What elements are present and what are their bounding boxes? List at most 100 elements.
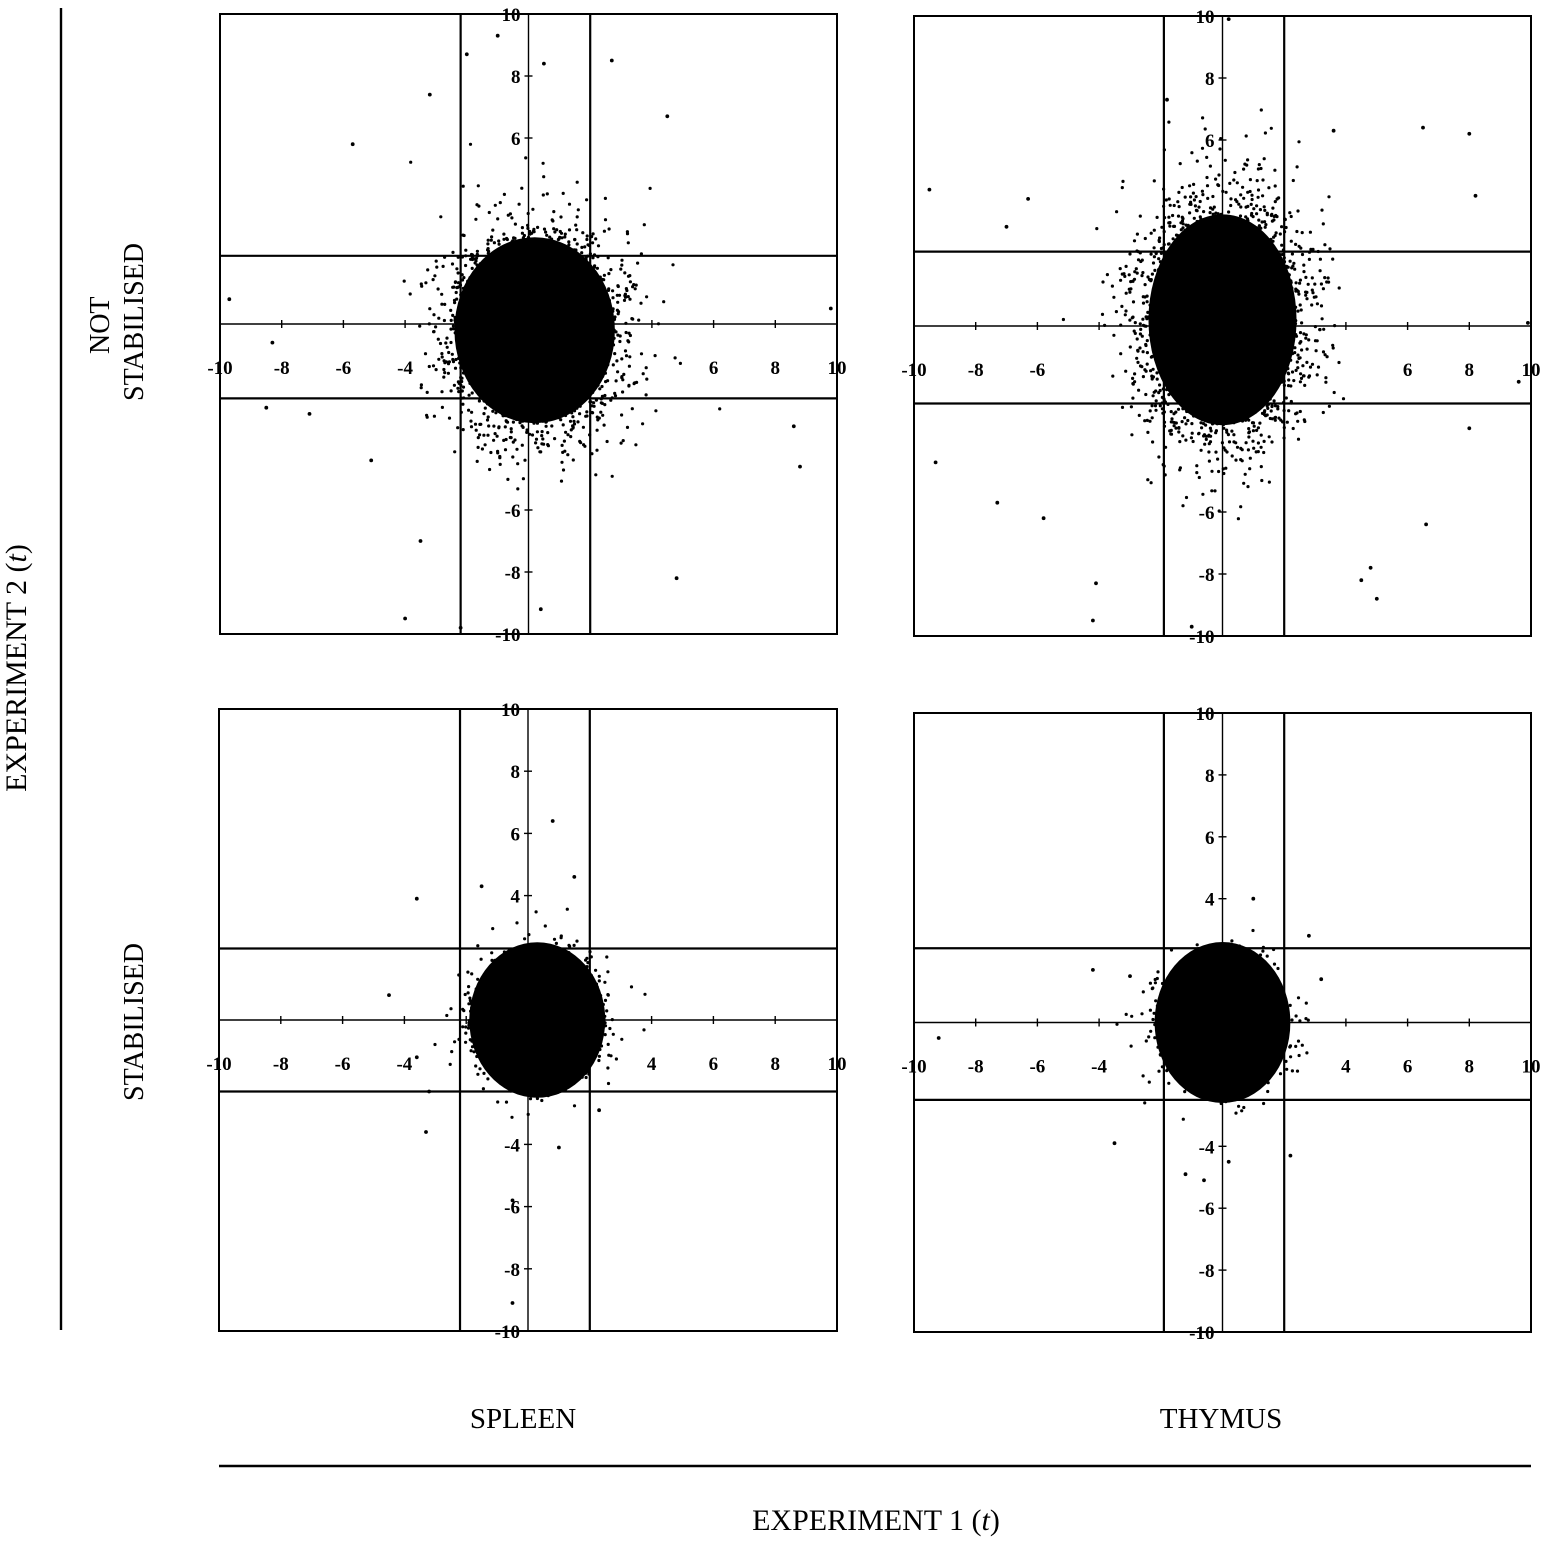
data-point bbox=[1229, 203, 1233, 208]
data-point bbox=[608, 329, 612, 333]
data-point bbox=[564, 380, 568, 384]
data-point bbox=[528, 325, 533, 329]
y-tick-label: 6 bbox=[511, 129, 521, 150]
data-point bbox=[521, 265, 525, 269]
data-point bbox=[541, 338, 545, 342]
data-point bbox=[466, 279, 470, 283]
data-point bbox=[1168, 203, 1172, 207]
data-point bbox=[1177, 190, 1181, 194]
data-point bbox=[451, 313, 455, 317]
data-point bbox=[548, 328, 552, 332]
data-point bbox=[572, 348, 576, 352]
data-point bbox=[1150, 404, 1154, 408]
data-point bbox=[518, 386, 522, 390]
data-point bbox=[633, 381, 637, 385]
data-point bbox=[1192, 414, 1196, 418]
data-point bbox=[506, 291, 510, 295]
data-point bbox=[561, 354, 565, 358]
data-point bbox=[493, 203, 497, 207]
data-point bbox=[466, 302, 470, 306]
data-point bbox=[596, 244, 601, 248]
data-point bbox=[506, 391, 510, 395]
data-point bbox=[1283, 319, 1288, 323]
data-point bbox=[497, 307, 501, 311]
data-point bbox=[530, 318, 534, 322]
data-point bbox=[611, 296, 615, 300]
data-point bbox=[476, 436, 480, 440]
data-point bbox=[530, 433, 535, 437]
data-point bbox=[546, 444, 551, 448]
data-point bbox=[1124, 291, 1128, 295]
data-point bbox=[524, 282, 528, 286]
data-point bbox=[539, 341, 543, 345]
data-point bbox=[556, 416, 561, 420]
data-point bbox=[522, 345, 526, 349]
data-point bbox=[1249, 344, 1253, 348]
data-point bbox=[571, 415, 575, 419]
data-point bbox=[466, 331, 470, 335]
data-point bbox=[564, 410, 569, 414]
data-point bbox=[456, 255, 460, 259]
data-point bbox=[538, 379, 542, 383]
data-point bbox=[553, 382, 557, 386]
data-point bbox=[504, 362, 508, 366]
data-point bbox=[1208, 426, 1212, 430]
data-point bbox=[509, 242, 513, 246]
data-point bbox=[588, 301, 592, 305]
data-point bbox=[624, 287, 629, 291]
data-point bbox=[1281, 301, 1285, 305]
data-point bbox=[606, 288, 611, 292]
data-point bbox=[440, 355, 444, 359]
data-point bbox=[562, 324, 566, 328]
data-point bbox=[1163, 310, 1167, 314]
data-point bbox=[639, 352, 644, 356]
data-point bbox=[513, 307, 517, 311]
data-point bbox=[560, 407, 564, 411]
data-point bbox=[517, 242, 521, 246]
data-point bbox=[627, 384, 631, 388]
data-point bbox=[495, 312, 499, 316]
data-point bbox=[564, 261, 568, 266]
data-point bbox=[564, 430, 568, 434]
data-point bbox=[523, 341, 527, 345]
data-point bbox=[559, 231, 564, 235]
data-point bbox=[476, 184, 480, 188]
data-point bbox=[584, 315, 588, 319]
data-point bbox=[1201, 351, 1205, 355]
data-point bbox=[566, 287, 570, 291]
data-point bbox=[611, 363, 615, 367]
data-point bbox=[502, 340, 506, 344]
data-point bbox=[531, 276, 536, 280]
data-point bbox=[547, 365, 551, 369]
data-point bbox=[1249, 202, 1253, 206]
data-point bbox=[452, 298, 457, 302]
data-point bbox=[1212, 244, 1216, 248]
data-point bbox=[1290, 320, 1294, 325]
data-point bbox=[513, 351, 517, 355]
data-point bbox=[527, 287, 531, 291]
y-tick-label: -10 bbox=[495, 625, 520, 646]
data-point bbox=[1239, 301, 1243, 305]
data-point bbox=[506, 327, 510, 331]
data-point bbox=[512, 240, 516, 244]
data-point bbox=[606, 256, 610, 260]
data-point bbox=[516, 462, 520, 466]
data-point bbox=[1171, 287, 1175, 291]
data-point bbox=[536, 252, 540, 256]
data-point bbox=[601, 351, 605, 355]
data-point bbox=[559, 328, 563, 332]
data-point bbox=[1227, 224, 1231, 228]
data-point bbox=[536, 306, 540, 310]
data-point bbox=[544, 369, 548, 373]
outlier-point bbox=[674, 576, 679, 581]
data-point bbox=[508, 266, 513, 270]
data-point bbox=[1124, 369, 1128, 373]
data-point bbox=[568, 354, 572, 358]
data-point bbox=[477, 332, 481, 336]
data-point bbox=[470, 317, 474, 321]
data-point bbox=[489, 317, 493, 321]
data-point bbox=[555, 379, 560, 383]
data-point bbox=[474, 284, 478, 288]
data-point bbox=[592, 339, 596, 343]
data-point bbox=[1224, 250, 1228, 254]
